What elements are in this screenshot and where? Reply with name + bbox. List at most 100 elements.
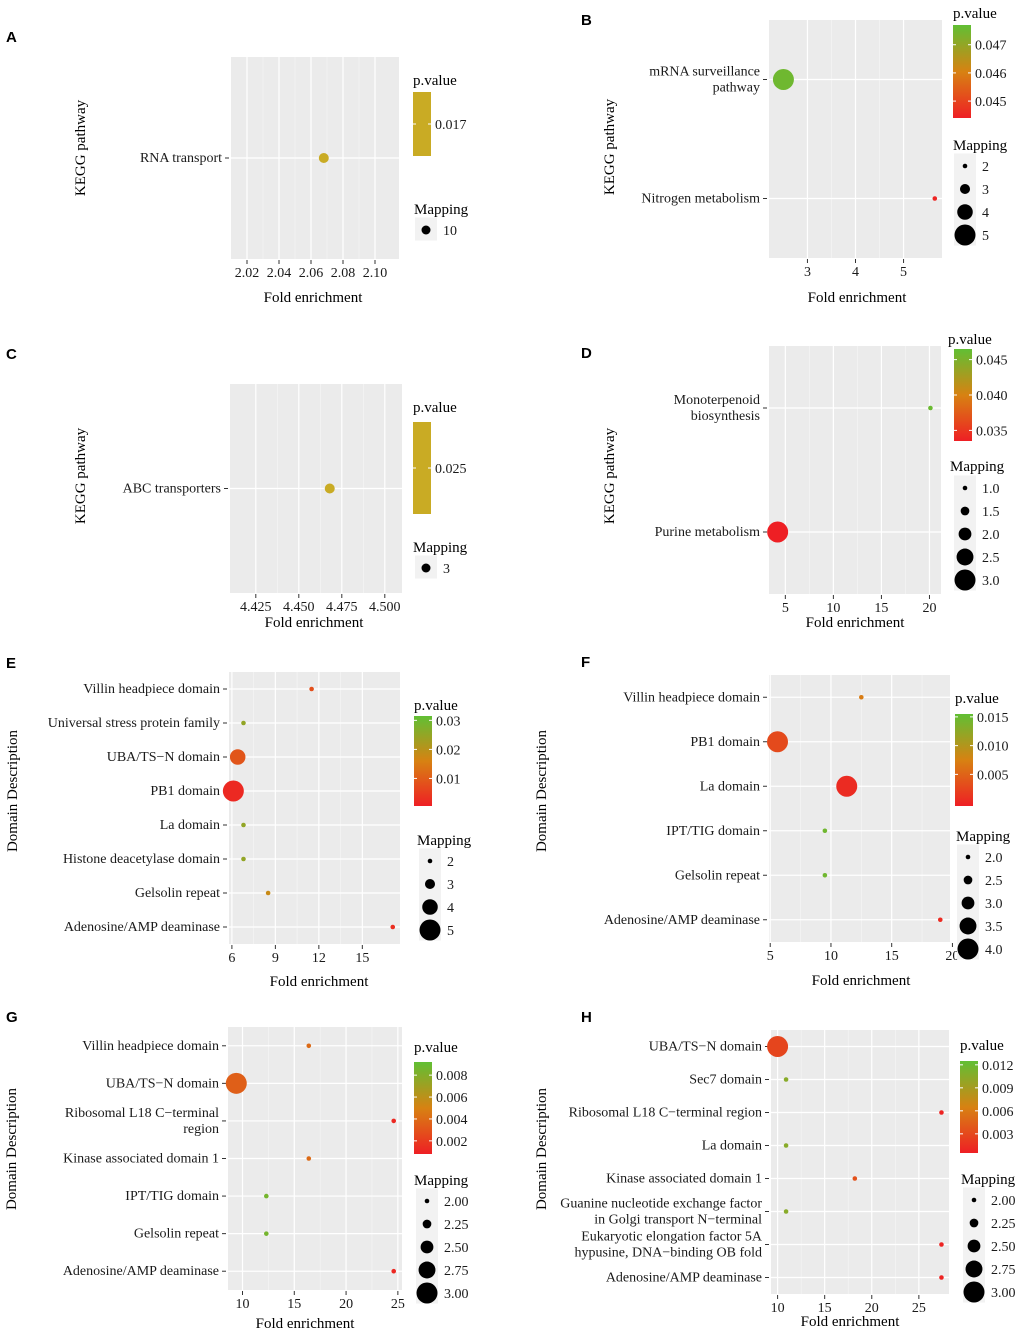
size-legend-key <box>959 917 977 935</box>
data-point <box>939 1110 944 1115</box>
size-legend-label: 2.00 <box>444 1195 469 1210</box>
size-legend-key <box>956 548 974 566</box>
size-legend-label: 10 <box>443 224 457 239</box>
x-tick-label: 3 <box>804 265 811 280</box>
y-tick-label: La domain <box>700 779 760 794</box>
size-legend-key <box>967 1239 981 1253</box>
color-bar-tick-label: 0.015 <box>977 711 1009 726</box>
y-tick-label: Ribosomal L18 C−terminal region <box>65 1106 219 1137</box>
y-tick-label: Adenosine/AMP deaminase <box>63 1264 219 1279</box>
size-legend-key <box>420 1240 434 1254</box>
chart-panel-h: H UBA/TS−N domain Sec7 domain Ribosomal L18… <box>534 1009 1016 1330</box>
x-tick-label: 2.08 <box>331 266 356 281</box>
y-tick-label: Adenosine/AMP deaminase <box>604 913 760 928</box>
color-legend-title: p.value <box>414 698 458 714</box>
x-tick-label: 20 <box>865 1301 879 1316</box>
y-tick-label: IPT/TIG domain <box>125 1189 219 1204</box>
y-tick-label: Monoterpenoid biosynthesis <box>674 393 760 424</box>
color-bar-tick-label: 0.045 <box>975 95 1007 110</box>
y-axis-title: KEGG pathway <box>602 98 618 195</box>
panel-label: D <box>581 345 592 362</box>
color-bar-tick-label: 0.010 <box>977 740 1009 755</box>
y-tick-label-line: Ribosomal L18 C−terminal <box>65 1106 219 1121</box>
x-axis-title: Fold enrichment <box>806 615 906 631</box>
size-legend-label: 3.00 <box>444 1287 469 1302</box>
y-tick-label: Adenosine/AMP deaminase <box>64 920 220 935</box>
size-legend-key <box>427 858 433 864</box>
size-legend-label: 2.75 <box>991 1263 1016 1278</box>
size-legend-label: 1.5 <box>982 505 1000 520</box>
data-point <box>822 828 828 834</box>
size-legend-key <box>963 1281 985 1303</box>
size-legend-label: 3.5 <box>985 920 1003 935</box>
data-point <box>767 1036 789 1057</box>
size-legend-key <box>419 919 441 941</box>
y-tick-label-line: mRNA surveillance <box>649 65 760 80</box>
y-tick-label: Adenosine/AMP deaminase <box>606 1271 762 1286</box>
x-tick-label: 12 <box>312 951 326 966</box>
size-legend-label: 3.0 <box>985 897 1003 912</box>
y-tick-label: Kinase associated domain 1 <box>606 1172 762 1187</box>
color-bar-tick-label: 0.009 <box>982 1082 1014 1097</box>
size-legend-key <box>965 854 971 860</box>
size-legend-title: Mapping <box>950 459 1005 475</box>
x-tick-label: 10 <box>236 1297 250 1312</box>
size-legend-label: 1.0 <box>982 482 1000 497</box>
y-tick-label: Gelsolin repeat <box>134 1227 219 1242</box>
x-tick-label: 4.500 <box>369 600 401 615</box>
data-point <box>783 1077 789 1082</box>
y-tick-label: Purine metabolism <box>655 525 760 540</box>
size-legend-key <box>969 1218 979 1228</box>
color-bar-tick-label: 0.006 <box>982 1105 1014 1120</box>
color-bar-tick-label: 0.01 <box>436 772 461 787</box>
data-point <box>318 153 329 163</box>
size-legend-title: Mapping <box>413 540 468 556</box>
data-point <box>783 1143 789 1148</box>
data-point <box>772 69 794 90</box>
x-tick-label: 15 <box>818 1301 832 1316</box>
color-bar <box>960 1061 978 1153</box>
size-legend-label: 3 <box>447 878 454 893</box>
x-tick-label: 2.06 <box>299 266 324 281</box>
y-tick-label: Nitrogen metabolism <box>641 192 760 207</box>
panel-label: A <box>6 29 17 46</box>
color-bar-tick-label: 0.025 <box>435 462 467 477</box>
y-tick-label: ABC transporters <box>123 482 221 497</box>
size-legend-title: Mapping <box>961 1172 1016 1188</box>
x-axis-title: Fold enrichment <box>808 290 908 306</box>
color-bar-tick-label: 0.004 <box>436 1113 468 1128</box>
y-tick-label: Universal stress protein family <box>48 716 220 731</box>
chart-panel-a: A RNA transport 2.02 2.04 2.06 2.08 2.10 Fold e… <box>6 29 469 306</box>
data-point <box>241 822 246 828</box>
x-tick-label: 4 <box>852 265 859 280</box>
size-legend-title: Mapping <box>414 202 469 218</box>
size-legend-label: 4 <box>447 901 454 916</box>
y-axis-title: KEGG pathway <box>602 427 618 524</box>
x-axis-title: Fold enrichment <box>264 290 364 306</box>
size-legend-label: 2 <box>982 160 989 175</box>
x-tick-label: 25 <box>391 1297 405 1312</box>
x-tick-label: 4.425 <box>240 600 272 615</box>
data-point <box>822 872 828 878</box>
x-axis-title: Fold enrichment <box>801 1314 901 1330</box>
plot-background <box>229 672 400 944</box>
color-legend-title: p.value <box>413 400 457 416</box>
color-legend-title: p.value <box>948 332 992 348</box>
data-point <box>324 483 335 494</box>
y-tick-label: UBA/TS−N domain <box>649 1040 762 1055</box>
chart-panel-d: D Monoterpenoid biosynthesis Purine metabol… <box>581 332 1008 631</box>
color-bar-tick-label: 0.002 <box>436 1135 468 1150</box>
panel-label: G <box>6 1009 18 1026</box>
y-tick-label: PB1 domain <box>150 784 220 799</box>
size-legend-key <box>421 225 431 235</box>
y-tick-label-line: hypusine, DNA−binding OB fold <box>574 1246 762 1261</box>
color-bar-tick-label: 0.046 <box>975 67 1007 82</box>
y-axis-title: Domain Description <box>5 729 21 852</box>
x-tick-label: 4.475 <box>326 600 358 615</box>
y-tick-label: La domain <box>702 1139 762 1154</box>
x-tick-label: 15 <box>874 601 888 616</box>
size-legend-title: Mapping <box>414 1173 469 1189</box>
size-legend-key <box>962 485 968 491</box>
y-tick-label: Gelsolin repeat <box>675 868 760 883</box>
size-legend-label: 2.5 <box>982 551 1000 566</box>
